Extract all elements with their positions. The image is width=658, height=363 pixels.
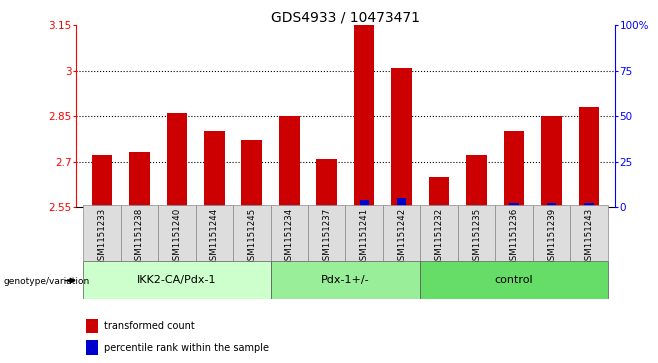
Text: GSM1151235: GSM1151235	[472, 208, 481, 266]
Text: GSM1151243: GSM1151243	[584, 208, 594, 266]
Bar	[434, 205, 443, 207]
Bar	[383, 205, 420, 261]
Bar	[135, 205, 144, 207]
Bar	[241, 140, 262, 207]
Text: percentile rank within the sample: percentile rank within the sample	[104, 343, 268, 352]
Text: GSM1151237: GSM1151237	[322, 208, 331, 266]
Bar	[204, 131, 224, 207]
Bar	[420, 261, 608, 299]
Bar	[233, 205, 270, 261]
Bar	[158, 205, 195, 261]
Bar	[547, 203, 556, 207]
Bar	[504, 131, 524, 207]
Text: GSM1151242: GSM1151242	[397, 208, 406, 266]
Bar	[97, 205, 107, 207]
Text: GSM1151236: GSM1151236	[509, 208, 519, 266]
Text: GSM1151239: GSM1151239	[547, 208, 556, 266]
Text: genotype/variation: genotype/variation	[3, 277, 89, 286]
Bar	[83, 261, 270, 299]
Bar	[578, 107, 599, 207]
Bar	[172, 205, 182, 207]
Bar	[86, 340, 98, 355]
Bar	[322, 205, 332, 207]
Text: GSM1151245: GSM1151245	[247, 208, 256, 266]
Bar	[166, 113, 187, 207]
Bar	[345, 205, 383, 261]
Bar	[495, 205, 533, 261]
Bar	[120, 205, 158, 261]
Bar	[308, 205, 345, 261]
Bar	[91, 155, 113, 207]
Bar	[285, 205, 294, 207]
Text: GSM1151244: GSM1151244	[210, 208, 219, 266]
Text: GSM1151240: GSM1151240	[172, 208, 182, 266]
Bar	[129, 152, 149, 207]
Text: Pdx-1+/-: Pdx-1+/-	[321, 276, 370, 285]
Text: transformed count: transformed count	[104, 321, 195, 331]
Bar	[83, 205, 120, 261]
Bar	[354, 0, 374, 207]
Bar	[570, 205, 608, 261]
Bar	[509, 203, 519, 207]
Bar	[210, 205, 219, 207]
Bar	[270, 261, 420, 299]
Bar	[279, 116, 299, 207]
Bar	[247, 205, 257, 207]
Bar	[392, 68, 412, 207]
Bar	[270, 205, 308, 261]
Bar	[467, 155, 487, 207]
Bar	[533, 205, 570, 261]
Text: GSM1151232: GSM1151232	[435, 208, 443, 266]
Bar	[542, 116, 562, 207]
Text: GSM1151233: GSM1151233	[97, 208, 107, 266]
Text: control: control	[495, 276, 534, 285]
Text: GSM1151241: GSM1151241	[360, 208, 368, 266]
Title: GDS4933 / 10473471: GDS4933 / 10473471	[271, 10, 420, 24]
Bar	[359, 200, 369, 207]
Bar	[397, 198, 406, 207]
Bar	[584, 203, 594, 207]
Bar	[420, 205, 458, 261]
Bar	[86, 319, 98, 333]
Bar	[458, 205, 495, 261]
Text: GSM1151234: GSM1151234	[285, 208, 293, 266]
Bar	[195, 205, 233, 261]
Bar	[429, 177, 449, 207]
Text: IKK2-CA/Pdx-1: IKK2-CA/Pdx-1	[137, 276, 216, 285]
Bar	[316, 159, 337, 207]
Text: GSM1151238: GSM1151238	[135, 208, 144, 266]
Bar	[472, 205, 481, 207]
